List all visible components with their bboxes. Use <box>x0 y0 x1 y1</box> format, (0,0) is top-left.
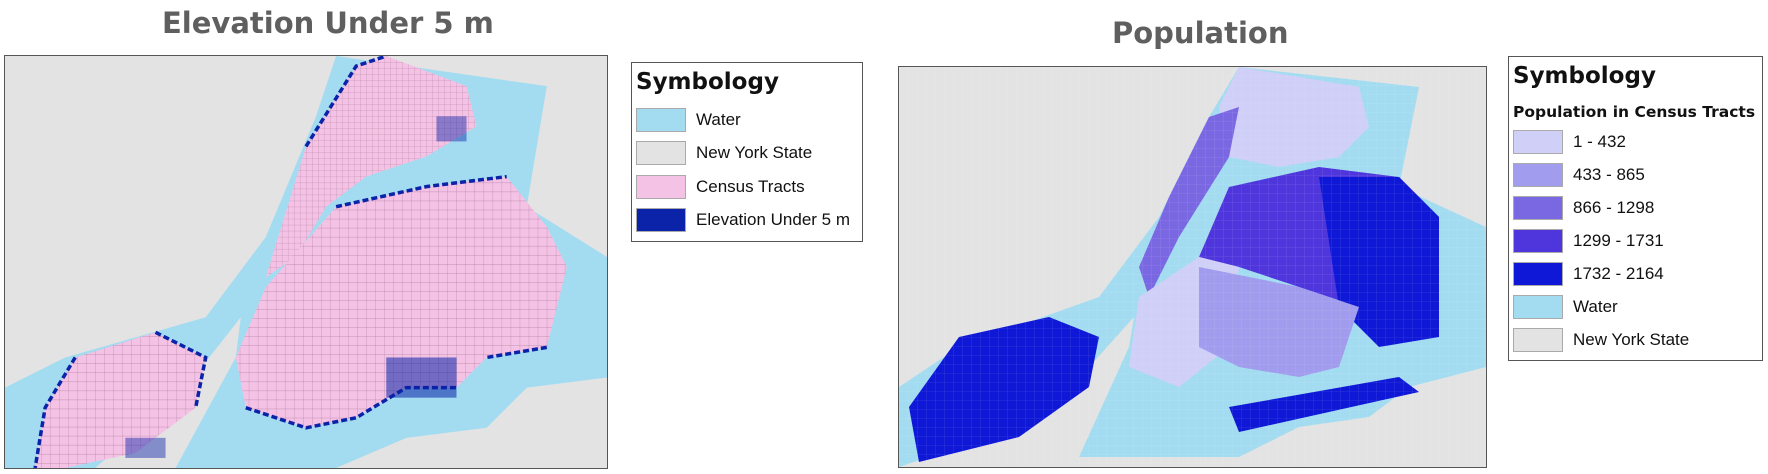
pop4-swatch <box>1513 229 1563 253</box>
population-map-canvas <box>899 67 1486 467</box>
legend-item-new-york-state: New York State <box>1513 327 1689 353</box>
legend-title: Symbology <box>636 69 779 95</box>
legend-item-census-tracts: Census Tracts <box>636 174 805 200</box>
map-title-population: Population <box>1112 16 1289 50</box>
elevation-map-canvas <box>5 56 607 468</box>
pop2-swatch <box>1513 163 1563 187</box>
legend-label: 1 - 432 <box>1573 132 1626 151</box>
water-swatch <box>636 108 686 132</box>
legend-label: 433 - 865 <box>1573 165 1645 184</box>
state-swatch <box>1513 328 1563 352</box>
legend-label: New York State <box>1573 330 1690 349</box>
state-swatch <box>636 141 686 165</box>
pop1-swatch <box>1513 130 1563 154</box>
legend-item-pop-2: 433 - 865 <box>1513 162 1645 188</box>
legend-label: 1732 - 2164 <box>1573 264 1664 283</box>
legend-label: Water <box>1573 297 1618 316</box>
legend-item-pop-1: 1 - 432 <box>1513 129 1626 155</box>
elevation-swatch <box>636 208 686 232</box>
legend-item-pop-3: 866 - 1298 <box>1513 195 1654 221</box>
legend-item-pop-5: 1732 - 2164 <box>1513 261 1664 287</box>
map-title-elevation: Elevation Under 5 m <box>162 6 494 40</box>
legend-label: Census Tracts <box>696 177 805 196</box>
legend-elevation: Symbology Water New York State Census Tr… <box>631 62 863 242</box>
legend-item-new-york-state: New York State <box>636 140 812 166</box>
water-swatch <box>1513 295 1563 319</box>
legend-label: Water <box>696 110 741 129</box>
legend-item-water: Water <box>636 107 741 133</box>
pop5-swatch <box>1513 262 1563 286</box>
legend-subtitle: Population in Census Tracts <box>1513 103 1756 121</box>
legend-item-elevation: Elevation Under 5 m <box>636 207 850 233</box>
legend-population: Symbology Population in Census Tracts 1 … <box>1508 56 1763 361</box>
elevation-map[interactable] <box>4 55 608 469</box>
legend-item-pop-4: 1299 - 1731 <box>1513 228 1664 254</box>
pop3-swatch <box>1513 196 1563 220</box>
legend-label: 1299 - 1731 <box>1573 231 1664 250</box>
tract-swatch <box>636 175 686 199</box>
legend-label: New York State <box>696 143 813 162</box>
legend-item-water: Water <box>1513 294 1618 320</box>
legend-label: 866 - 1298 <box>1573 198 1655 217</box>
population-map[interactable] <box>898 66 1487 468</box>
legend-label: Elevation Under 5 m <box>696 210 851 229</box>
legend-title: Symbology <box>1513 63 1656 89</box>
